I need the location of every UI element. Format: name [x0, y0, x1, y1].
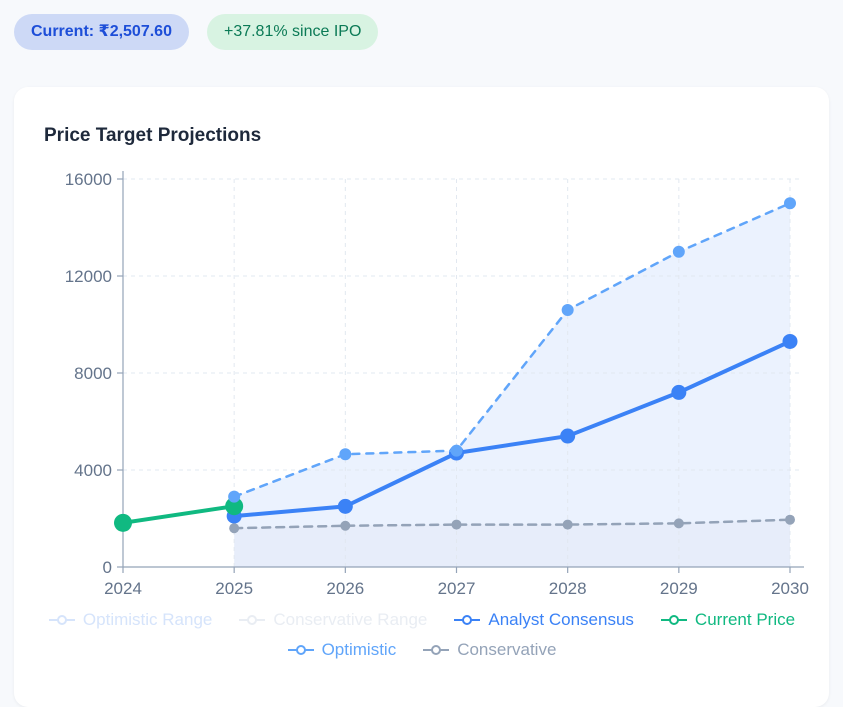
x-tick-label: 2030 — [771, 579, 809, 598]
x-tick-label: 2024 — [104, 579, 142, 598]
area-conservative-range — [234, 519, 790, 567]
price-target-card: Price Target Projections 0 4000 8000 12000 1… — [14, 87, 829, 707]
legend-line-marker-icon — [454, 615, 481, 625]
legend-label: Analyst Consensus — [488, 610, 634, 629]
current-price-badge: Current: ₹2,507.60 — [14, 14, 189, 50]
dot-analyst-consensus[interactable] — [560, 428, 576, 444]
line-analyst-consensus — [232, 339, 792, 519]
dot-optimistic[interactable] — [228, 490, 241, 503]
dot-conservative[interactable] — [785, 514, 795, 525]
legend-row: Optimistic Range Conservative Range Analys… — [14, 608, 829, 632]
area-optimistic-range — [234, 203, 790, 567]
y-tick-label: 12000 — [65, 267, 112, 286]
legend-line-marker-icon — [239, 615, 266, 625]
ipo-change-badge: +37.81% since IPO — [206, 14, 379, 50]
legend-label: Conservative — [457, 640, 557, 659]
dot-analyst-consensus[interactable] — [782, 333, 798, 349]
legend-item-conservative[interactable]: Conservative — [422, 638, 556, 662]
x-tick-label: 2028 — [549, 579, 587, 598]
y-tick-label: 4000 — [74, 461, 112, 480]
legend-line-marker-icon — [660, 615, 687, 625]
y-tick-label: 8000 — [74, 364, 112, 383]
legend-item-conservative-range[interactable]: Conservative Range — [238, 608, 427, 632]
price-projections-chart[interactable]: 0 4000 8000 12000 16000 2024 2025 2026 2027 2028 2… — [14, 159, 829, 604]
dot-optimistic[interactable] — [339, 448, 352, 461]
legend-label: Conservative Range — [273, 610, 428, 629]
dot-conservative[interactable] — [229, 523, 240, 534]
dot-conservative[interactable] — [562, 519, 573, 530]
x-tick-label: 2025 — [215, 579, 253, 598]
legend-item-optimistic-range[interactable]: Optimistic Range — [48, 608, 212, 632]
dot-optimistic[interactable] — [784, 197, 796, 210]
legend-label: Optimistic — [321, 640, 397, 659]
y-tick-label: 16000 — [65, 170, 112, 189]
legend-item-optimistic[interactable]: Optimistic — [287, 638, 397, 662]
dot-conservative[interactable] — [451, 519, 462, 530]
x-tick-label: 2027 — [438, 579, 476, 598]
dot-optimistic[interactable] — [672, 245, 685, 258]
dot-optimistic[interactable] — [561, 303, 574, 316]
chart-legend: Optimistic Range Conservative Range Analys… — [14, 608, 829, 662]
legend-label: Optimistic Range — [82, 610, 213, 629]
legend-label: Current Price — [694, 610, 796, 629]
legend-item-current-price[interactable]: Current Price — [660, 608, 795, 632]
dot-conservative[interactable] — [673, 518, 684, 529]
header-badges: Current: ₹2,507.60 +37.81% since IPO — [0, 0, 843, 50]
dot-optimistic[interactable] — [450, 444, 463, 457]
dot-analyst-consensus[interactable] — [671, 384, 687, 400]
line-current-price — [121, 504, 237, 525]
line-conservative — [232, 518, 792, 530]
x-tick-label: 2029 — [660, 579, 698, 598]
legend-line-marker-icon — [48, 615, 75, 625]
line-optimistic — [232, 202, 792, 498]
x-tick-label: 2026 — [326, 579, 364, 598]
chart-title: Price Target Projections — [44, 125, 262, 146]
legend-line-marker-icon — [423, 645, 450, 655]
legend-row: Optimistic Conservative — [14, 638, 829, 662]
dot-current-price[interactable] — [225, 497, 244, 516]
y-tick-label: 0 — [103, 558, 112, 577]
legend-item-analyst-consensus[interactable]: Analyst Consensus — [453, 608, 634, 632]
dot-current-price[interactable] — [114, 513, 132, 532]
page: { "badges": { "current": "Current: ₹2,50… — [0, 0, 843, 659]
dot-conservative[interactable] — [340, 520, 351, 531]
dot-analyst-consensus[interactable] — [337, 498, 353, 514]
legend-line-marker-icon — [287, 645, 314, 655]
